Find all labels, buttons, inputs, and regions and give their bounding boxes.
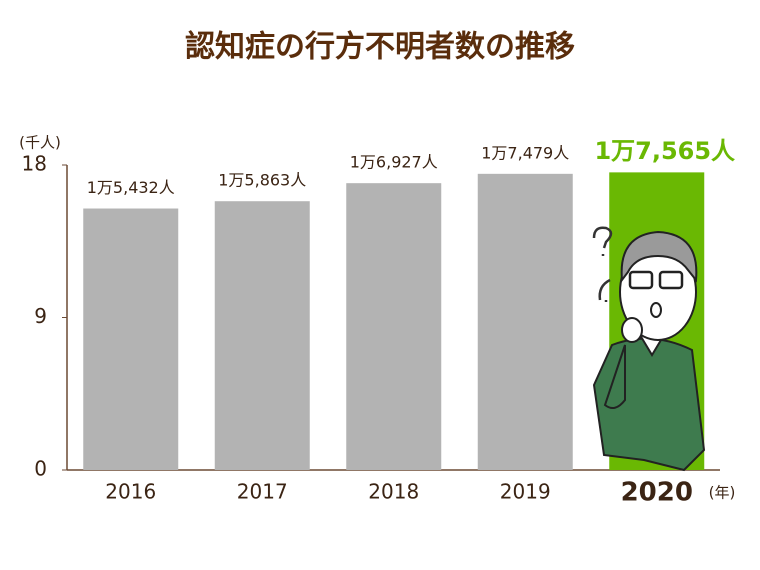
question-mark	[598, 278, 611, 302]
hand	[621, 317, 643, 343]
value-label: 1万6,927人	[350, 153, 438, 172]
x-unit: (年)	[709, 484, 736, 502]
question-mark	[592, 226, 613, 256]
y-tick-label: 9	[34, 304, 47, 328]
y-tick-label: 18	[22, 152, 47, 176]
bar	[214, 201, 310, 471]
x-tick-label: 2016	[105, 480, 156, 504]
x-tick-label: 2020	[621, 478, 693, 508]
x-tick-label: 2019	[500, 480, 551, 504]
value-label: 1万5,863人	[218, 171, 306, 190]
y-unit: (千人)	[19, 134, 61, 152]
bar	[477, 173, 573, 470]
mouth	[650, 302, 662, 318]
value-label: 1万5,432人	[87, 178, 175, 197]
value-label: 1万7,479人	[481, 143, 569, 162]
glasses	[658, 270, 684, 290]
x-tick-label: 2017	[237, 480, 288, 504]
glasses	[628, 270, 654, 290]
arm	[603, 344, 626, 410]
hair	[620, 230, 698, 283]
value-label: 1万7,565人	[594, 137, 735, 165]
x-tick-label: 2018	[368, 480, 419, 504]
chart-title: 認知症の行方不明者数の推移	[185, 30, 575, 65]
illustration	[592, 226, 706, 472]
bar	[83, 208, 179, 470]
bar	[346, 183, 442, 470]
y-tick-label: 0	[34, 457, 47, 481]
